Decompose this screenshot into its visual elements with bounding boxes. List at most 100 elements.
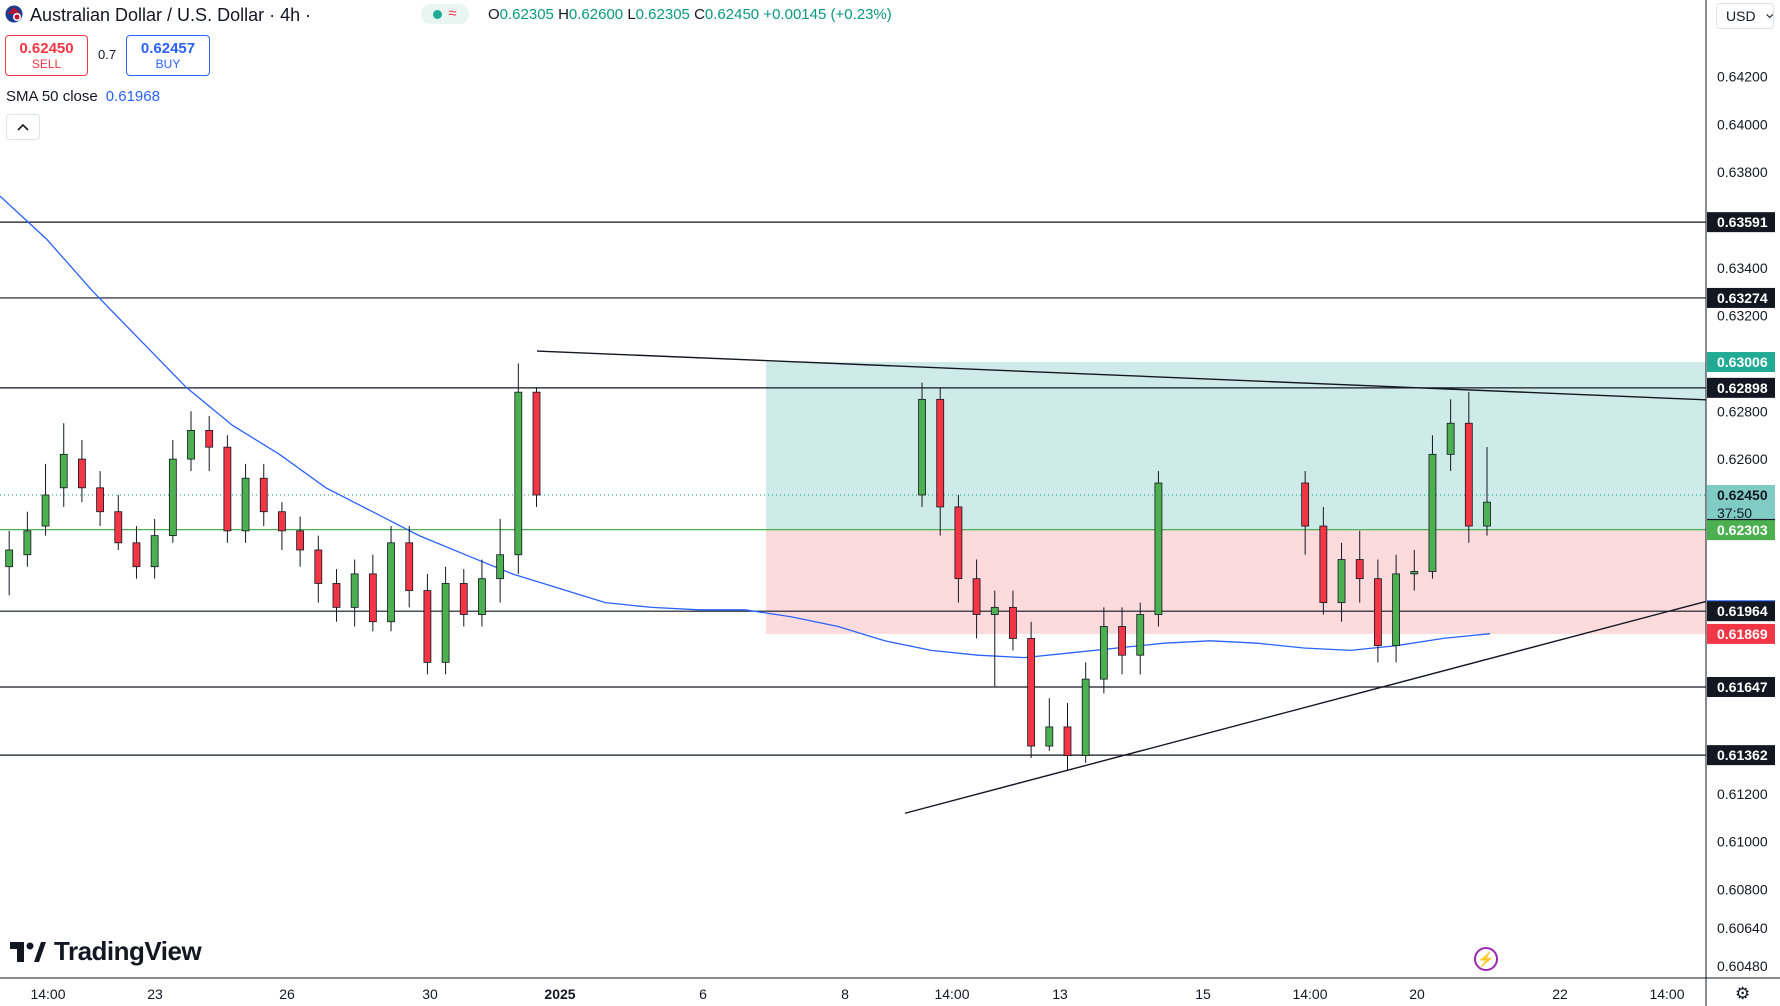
- candle-body: [314, 549, 323, 584]
- price-label-text: 0.63006: [1717, 354, 1768, 370]
- candle-body: [114, 511, 123, 544]
- lightning-icon[interactable]: ⚡: [1474, 947, 1498, 971]
- position-zones: [0, 362, 1706, 634]
- time-tick-label: 14:00: [1649, 986, 1684, 1002]
- chevron-up-icon: [17, 123, 29, 131]
- candle-body: [441, 583, 450, 663]
- candle-body: [954, 506, 963, 580]
- open-label: O: [488, 6, 500, 23]
- price-label-box: [1707, 745, 1775, 766]
- price-tick-label: 0.63800: [1717, 164, 1768, 180]
- candle-body: [132, 542, 141, 568]
- time-tick-label: 13: [1052, 986, 1068, 1002]
- candle-body: [332, 583, 341, 608]
- candle-body: [1063, 726, 1072, 757]
- loss-zone: [766, 530, 1706, 634]
- candle-body: [350, 573, 359, 608]
- change-value: +0.00145 (+0.23%): [763, 6, 892, 23]
- candle-body: [1373, 578, 1382, 647]
- sma-line: [0, 195, 1491, 659]
- profit-zone: [766, 362, 1706, 531]
- price-label-text: 0.62303: [1717, 522, 1768, 538]
- symbol-title[interactable]: Australian Dollar / U.S. Dollar · 4h ·: [30, 5, 312, 25]
- time-tick-label: 14:00: [30, 986, 65, 1002]
- tradingview-logo-icon: [10, 941, 46, 962]
- time-tick-label: 6: [699, 986, 707, 1002]
- price-tick-label: 0.64200: [1717, 69, 1768, 85]
- time-tick-label: 20: [1409, 986, 1425, 1002]
- candle-body: [223, 446, 232, 532]
- time-tick-label: 14:00: [1292, 986, 1327, 1002]
- price-label-box: [1707, 287, 1775, 308]
- tradingview-logo[interactable]: TradingView: [10, 936, 202, 967]
- candle-body: [459, 583, 468, 615]
- candle-body: [96, 487, 105, 513]
- close-value: 0.62450: [704, 6, 760, 23]
- candle-body: [990, 606, 999, 615]
- chevron-down-icon: [1765, 14, 1773, 19]
- candle-body: [187, 430, 195, 460]
- indicator-legend[interactable]: SMA 50 close 0.61968: [6, 88, 160, 105]
- candle-body: [150, 535, 159, 568]
- candle-body: [1355, 559, 1364, 580]
- market-status-pill[interactable]: ≈: [421, 4, 469, 24]
- price-label-text: 0.61362: [1717, 747, 1768, 763]
- time-tick-label: 14:00: [934, 986, 969, 1002]
- price-label-box: [1707, 212, 1775, 233]
- candle-body: [241, 477, 250, 532]
- price-label-text: 0.61964: [1717, 603, 1768, 619]
- candle-body: [405, 542, 414, 592]
- time-tick-label: 23: [147, 986, 163, 1002]
- close-label: C: [694, 6, 705, 23]
- time-tick-label: 2025: [544, 986, 575, 1002]
- price-label-box: [1707, 601, 1775, 622]
- price-label-text: 0.63591: [1717, 214, 1768, 230]
- price-label-box: [1707, 623, 1775, 644]
- candle-body: [168, 458, 177, 537]
- price-label-text: 0.62898: [1717, 380, 1768, 396]
- candle-body: [1009, 606, 1017, 639]
- currency-selector[interactable]: USD: [1716, 3, 1774, 29]
- high-label: H: [558, 6, 569, 23]
- candle-body: [278, 511, 286, 532]
- sma-path: [0, 195, 1491, 659]
- trendlines: [536, 350, 1707, 814]
- collapse-legend-button[interactable]: [6, 114, 40, 140]
- price-label-text: 37:50: [1717, 505, 1752, 521]
- candle-body: [1483, 501, 1491, 527]
- candle-body: [259, 477, 268, 513]
- price-label-text: 0.61869: [1717, 626, 1768, 642]
- price-label-text: 0.63274: [1717, 290, 1768, 306]
- candle-body: [1154, 482, 1163, 615]
- sell-button[interactable]: 0.62450 SELL: [5, 35, 88, 76]
- price-tick-label: 0.62600: [1717, 451, 1768, 467]
- price-tick-label: 0.63400: [1717, 260, 1768, 276]
- support-trendline: [904, 600, 1707, 814]
- open-value: 0.62305: [499, 6, 554, 23]
- settings-gear-icon[interactable]: ⚙: [1735, 984, 1751, 1003]
- candle-body: [423, 590, 432, 663]
- price-label-text: 0.61647: [1717, 679, 1768, 695]
- buy-button[interactable]: 0.62457 BUY: [126, 35, 210, 76]
- candle-body: [1301, 482, 1310, 527]
- candle-body: [59, 453, 68, 489]
- time-tick-label: 26: [279, 986, 295, 1002]
- candle-body: [1319, 525, 1328, 603]
- market-open-icon: [433, 9, 443, 19]
- candle-body: [78, 458, 86, 489]
- time-tick-label: 15: [1195, 986, 1211, 1002]
- time-tick-label: 22: [1552, 986, 1568, 1002]
- candle-body: [1446, 422, 1455, 455]
- spread-value: 0.7: [98, 47, 117, 62]
- candle-body: [1099, 626, 1108, 680]
- price-tick-label: 0.64000: [1717, 116, 1768, 132]
- time-axis[interactable]: 14:00 23 26 30 2025 6 8 14:00 13 15 14:00 20 22 14:00: [30, 986, 1684, 1002]
- candle-body: [1118, 626, 1126, 656]
- time-tick-label: 30: [422, 986, 438, 1002]
- price-tick-label: 0.61000: [1717, 834, 1768, 850]
- candle-body: [496, 554, 505, 580]
- candle-body: [478, 578, 486, 615]
- candle-body: [1428, 453, 1437, 572]
